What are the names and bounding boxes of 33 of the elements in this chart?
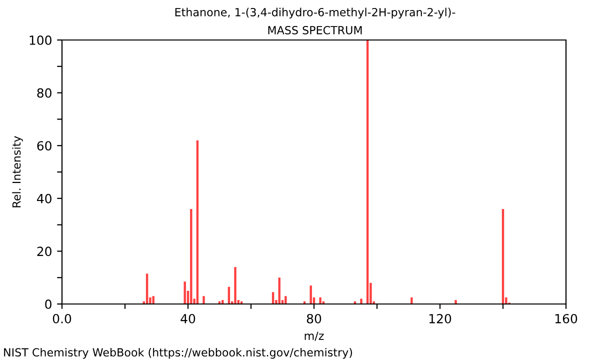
bar: [410, 297, 413, 304]
bar: [310, 286, 312, 304]
bar: [366, 40, 369, 304]
y-tick-label: 100: [30, 35, 52, 45]
bar: [190, 208, 192, 304]
y-tick-label: 40: [36, 194, 52, 204]
y-tick-label: 0: [45, 299, 52, 309]
chart-subtitle: MASS SPECTRUM: [268, 26, 362, 34]
x-tick-label: 80: [306, 314, 322, 324]
y-tick-label: 80: [37, 88, 52, 98]
chart-title: Ethanone, 1-(3,4-dihydro-6-methyl-2H-pyran-2-yl)-: [175, 8, 456, 19]
x-tick-label: 160: [555, 314, 578, 324]
x-axis-title: m/z: [304, 332, 324, 341]
bar: [152, 296, 154, 304]
x-tick-label: 120: [429, 314, 452, 324]
x-tick-label: 0.0: [52, 314, 72, 324]
bar: [284, 296, 287, 304]
bar: [360, 298, 362, 304]
bar: [146, 274, 148, 304]
y-axis-title: Rel. Intensity: [12, 136, 23, 208]
text: NIST Chemistry WebBook (https://webbook.nist.gov/chemistry): [4, 348, 352, 359]
y-tick-label: 20: [37, 246, 52, 256]
bar: [454, 300, 457, 304]
bar: [319, 297, 322, 304]
bar: [278, 278, 280, 304]
bar: [502, 208, 504, 304]
y-tick-label: 60: [37, 141, 52, 151]
bar: [184, 282, 186, 304]
bar: [196, 140, 199, 304]
x-tick-label: 40: [180, 314, 196, 324]
bar: [202, 296, 205, 304]
bar: [222, 300, 224, 304]
bar: [234, 267, 236, 304]
